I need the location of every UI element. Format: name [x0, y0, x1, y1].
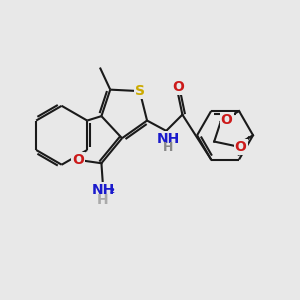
Text: O: O [235, 140, 247, 154]
Text: H: H [97, 193, 109, 207]
Text: O: O [221, 113, 232, 127]
Text: S: S [135, 84, 145, 98]
Text: NH: NH [91, 183, 115, 197]
Text: O: O [72, 153, 84, 167]
Text: H: H [164, 141, 174, 154]
Text: NH: NH [157, 132, 180, 146]
Text: O: O [172, 80, 184, 94]
Text: ₂: ₂ [110, 185, 114, 195]
